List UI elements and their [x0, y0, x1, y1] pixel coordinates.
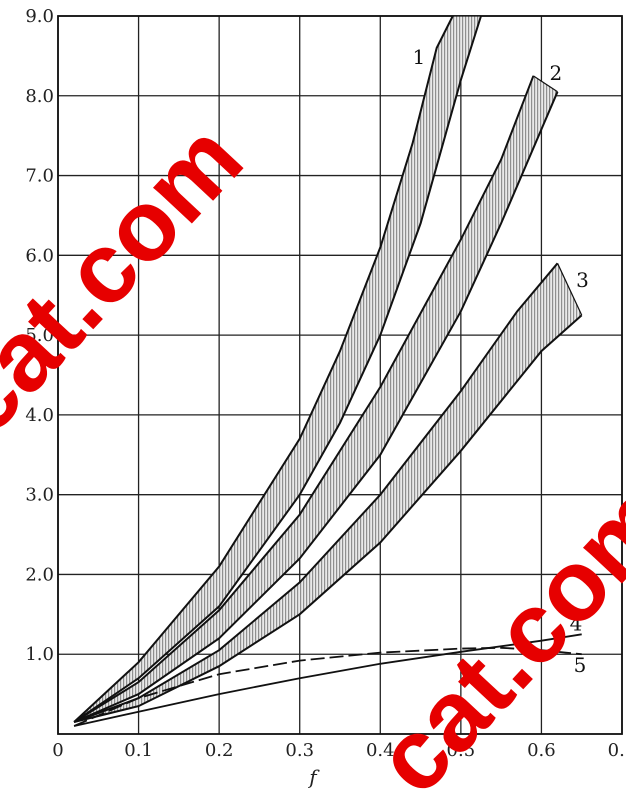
x-tick-label-1: 0.1 — [124, 740, 153, 761]
x-tick-label-7: 0.7 — [608, 740, 626, 761]
y-tick-label-6: 7.0 — [25, 166, 54, 187]
lines — [73, 633, 582, 727]
y-tick-label-8: 9.0 — [25, 6, 54, 27]
x-axis-label: f — [307, 765, 320, 789]
curve-label-1: 1 — [413, 45, 426, 69]
curve-label-5: 5 — [574, 653, 587, 677]
watermark-text-1: cat.com — [0, 102, 264, 455]
y-tick-label-2: 3.0 — [25, 485, 54, 506]
y-tick-label-5: 6.0 — [25, 245, 54, 266]
grid — [57, 15, 623, 735]
y-tick-label-7: 8.0 — [25, 86, 54, 107]
tick-labels: 0 0.1 0.2 0.3 0.4 0.5 0.6 0.7 1.0 2.0 3.0 4.0 5.0 6.0… — [25, 6, 626, 761]
band-2-lower — [73, 91, 559, 723]
plot-frame — [57, 15, 623, 735]
y-tick-label-1: 2.0 — [25, 564, 54, 585]
band-3-end — [556, 263, 583, 316]
x-tick-label-6: 0.6 — [527, 740, 556, 761]
band-3-fill — [74, 263, 582, 722]
curve-label-4: 4 — [570, 611, 583, 635]
band-1-fill — [74, 16, 481, 722]
band-2-end — [533, 75, 558, 93]
x-tick-label-4: 0.4 — [366, 740, 395, 761]
y-tick-label-0: 1.0 — [25, 644, 54, 665]
band-3-upper — [73, 262, 559, 723]
band-3-lower — [73, 314, 583, 723]
band-labels: 1 2 3 4 5 — [413, 45, 589, 677]
curve-label-2: 2 — [549, 61, 562, 85]
band-2-upper — [73, 75, 535, 723]
x-tick-label-5: 0.5 — [447, 740, 476, 761]
y-tick-label-3: 4.0 — [25, 405, 54, 426]
band-1-upper — [73, 15, 454, 723]
x-tick-label-0: 0 — [52, 740, 63, 761]
x-tick-label-2: 0.2 — [205, 740, 234, 761]
bands — [73, 15, 583, 723]
curve-label-3: 3 — [576, 268, 589, 292]
y-tick-label-4: 5.0 — [25, 325, 54, 346]
line-4 — [73, 633, 582, 727]
line-5 — [73, 646, 582, 727]
band-1-lower — [73, 15, 482, 723]
x-tick-label-3: 0.3 — [285, 740, 314, 761]
